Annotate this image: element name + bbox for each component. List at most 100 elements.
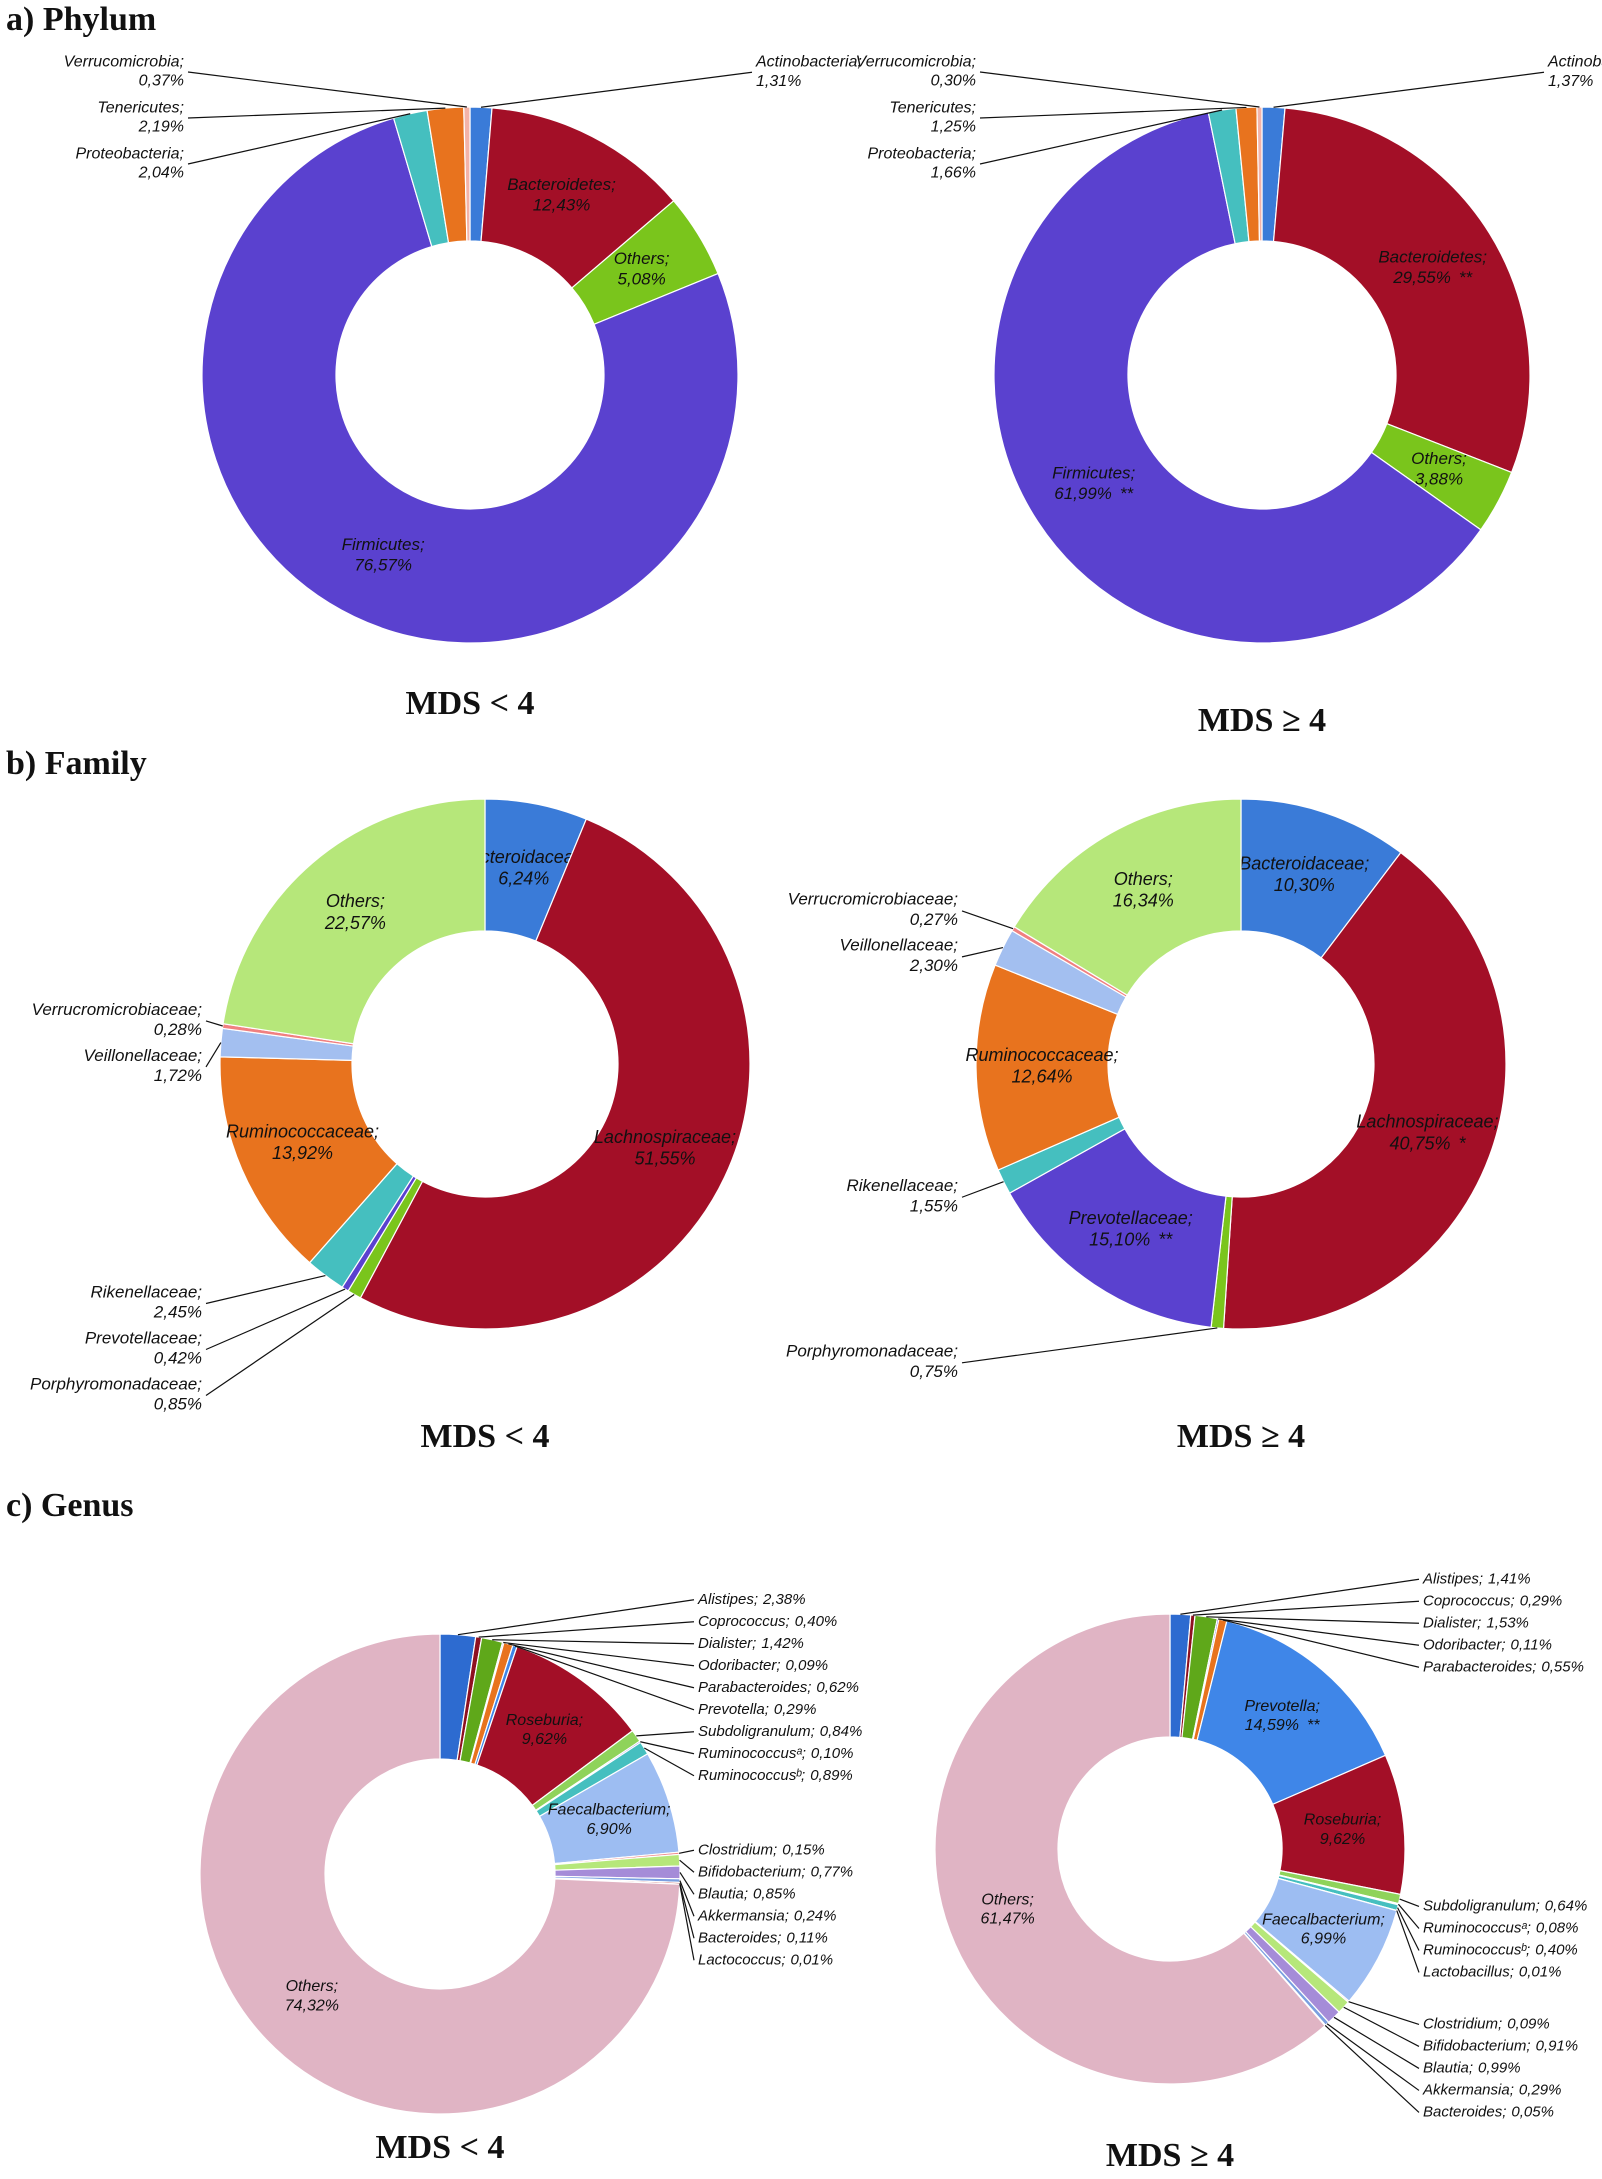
- leader-line: [979, 106, 1247, 119]
- slice-label: Bacteroides; 0,11%: [698, 1929, 828, 1946]
- label-name: Rikenellaceae;: [846, 1177, 958, 1196]
- section-title: a) Phylum: [6, 1, 156, 38]
- label-name: Blautia;: [1423, 2059, 1473, 2076]
- section-title: c) Genus: [6, 1487, 134, 1524]
- slice-label: Dialister; 1,42%: [698, 1635, 804, 1652]
- label-value: 0,37%: [139, 73, 184, 90]
- label-value: 0,27%: [910, 911, 958, 930]
- label-value: 5,08%: [617, 270, 665, 289]
- label-name: Porphyromonadaceae;: [30, 1375, 202, 1394]
- leader-line: [1180, 1578, 1420, 1615]
- leader-line: [979, 109, 1223, 165]
- slice-label: Blautia; 0,99%: [1423, 2059, 1521, 2076]
- slice-label: Others; 22,57%: [324, 891, 386, 933]
- label-name: Veillonellaceae;: [84, 1046, 203, 1065]
- slice-label: Veillonellaceae; 1,72%: [84, 1046, 203, 1085]
- label-name: Prevotellaceae;: [85, 1329, 202, 1348]
- leader-line: [679, 1859, 695, 1873]
- slice-label: Others; 3,88%: [1411, 450, 1467, 489]
- label-name: Subdoligranulum;: [698, 1723, 815, 1740]
- leader-line: [1222, 1619, 1420, 1668]
- leader-line: [1218, 1618, 1420, 1646]
- label-name: Coprococcus;: [1423, 1592, 1515, 1609]
- slice-label: Tenericutes; 2,19%: [97, 100, 184, 136]
- slice-label: Clostridium; 0,09%: [1423, 2015, 1550, 2032]
- label-name: Lachnospiraceae;: [594, 1127, 736, 1147]
- slice-label: Prevotellaceae; 15,10% **: [1069, 1208, 1193, 1250]
- slice-label: Clostridium; 0,15%: [698, 1841, 825, 1858]
- significance: **: [1120, 485, 1135, 504]
- leader-line: [1348, 2001, 1420, 2026]
- slice-label: Ruminococcusᵃ; 0,10%: [698, 1745, 853, 1762]
- leader-line: [640, 1741, 695, 1755]
- label-value: 0,09%: [1507, 2015, 1550, 2032]
- slice: [1013, 798, 1242, 996]
- slice-label: Lachnospiraceae; 51,55%: [594, 1127, 736, 1169]
- chart-subtitle: MDS < 4: [376, 2129, 505, 2166]
- label-value: 0,29%: [1520, 1592, 1563, 1609]
- label-name: Bacteroidetes;: [1378, 248, 1487, 267]
- slice: [201, 117, 739, 644]
- label-value: 0,09%: [786, 1657, 829, 1674]
- leader-line: [1192, 1600, 1420, 1616]
- slice-label: Odoribacter; 0,09%: [698, 1657, 828, 1674]
- label-value: 0,62%: [816, 1679, 859, 1696]
- slice: [219, 1056, 398, 1264]
- leader-line: [1206, 1616, 1420, 1624]
- slice: [934, 1613, 1326, 2085]
- label-value: 0,28%: [154, 1021, 202, 1040]
- slice-label: Porphyromonadaceae; 0,75%: [786, 1342, 958, 1381]
- slice-label: Akkermansia; 0,29%: [1422, 2081, 1561, 2098]
- leader-line: [1399, 1898, 1420, 1908]
- label-name: Alistipes;: [1422, 1570, 1483, 1587]
- label-value: 6,99%: [1301, 1931, 1346, 1948]
- leader-line: [187, 71, 467, 108]
- label-value: 3,88%: [1415, 470, 1463, 489]
- label-name: Faecalbacterium;: [548, 1802, 671, 1819]
- label-value: 1,41%: [1488, 1570, 1531, 1587]
- label-value: 0,77%: [811, 1863, 854, 1880]
- section-title: b) Family: [6, 745, 147, 782]
- leader-line: [1397, 1907, 1420, 1951]
- slice-label: Faecalbacterium; 6,99%: [1262, 1912, 1385, 1948]
- label-value: 0,40%: [1535, 1941, 1578, 1958]
- label-name: Ruminococcusᵃ;: [1423, 1919, 1531, 1936]
- leader-line: [1343, 2006, 1420, 2047]
- slice-label: Subdoligranulum; 0,84%: [698, 1723, 862, 1740]
- label-value: 0,85%: [154, 1395, 202, 1414]
- leader-line: [205, 1274, 326, 1305]
- slice-label: Veillonellaceae; 2,30%: [840, 936, 959, 975]
- label-name: Others;: [614, 250, 670, 269]
- label-name: Tenericutes;: [97, 100, 184, 117]
- slice-label: Blautia; 0,85%: [698, 1885, 796, 1902]
- label-name: Bacteroidetes;: [507, 175, 616, 194]
- label-name: Verrucomicrobia;: [64, 54, 184, 71]
- label-name: Tenericutes;: [889, 100, 976, 117]
- label-name: Others;: [326, 891, 385, 911]
- label-value: 0,91%: [1536, 2037, 1579, 2054]
- slice-label: Tenericutes; 1,25%: [889, 100, 976, 136]
- label-value: 74,32%: [285, 1998, 339, 2015]
- label-name: Firmicutes;: [1052, 464, 1135, 483]
- slice-label: Rikenellaceae; 1,55%: [846, 1177, 958, 1216]
- label-value: 0,10%: [811, 1745, 854, 1762]
- label-name: Odoribacter;: [1423, 1636, 1506, 1653]
- chart-subtitle: MDS ≥ 4: [1106, 2137, 1234, 2174]
- slice-label: Coprococcus; 0,29%: [1423, 1592, 1562, 1609]
- leader-line: [1397, 1903, 1420, 1929]
- label-name: Clostridium;: [698, 1841, 777, 1858]
- label-name: Roseburia;: [506, 1712, 583, 1729]
- leader-line: [679, 1883, 695, 1939]
- leader-line: [480, 71, 753, 108]
- label-name: Verrucomicrobia;: [856, 54, 976, 71]
- slice-label: Roseburia; 9,62%: [1304, 1812, 1381, 1848]
- leader-line: [508, 1643, 695, 1689]
- label-name: Akkermansia;: [697, 1907, 789, 1924]
- slice: [1272, 107, 1531, 474]
- label-value: 0,24%: [794, 1907, 837, 1924]
- label-name: Ruminococcusᵇ;: [1423, 1941, 1530, 1958]
- slice-label: Actinobacteria; 1,31%: [755, 54, 862, 90]
- label-name: Parabacteroides;: [1423, 1658, 1536, 1675]
- label-value: 22,57%: [324, 913, 386, 933]
- label-name: Bacteroidaceae;: [459, 847, 589, 867]
